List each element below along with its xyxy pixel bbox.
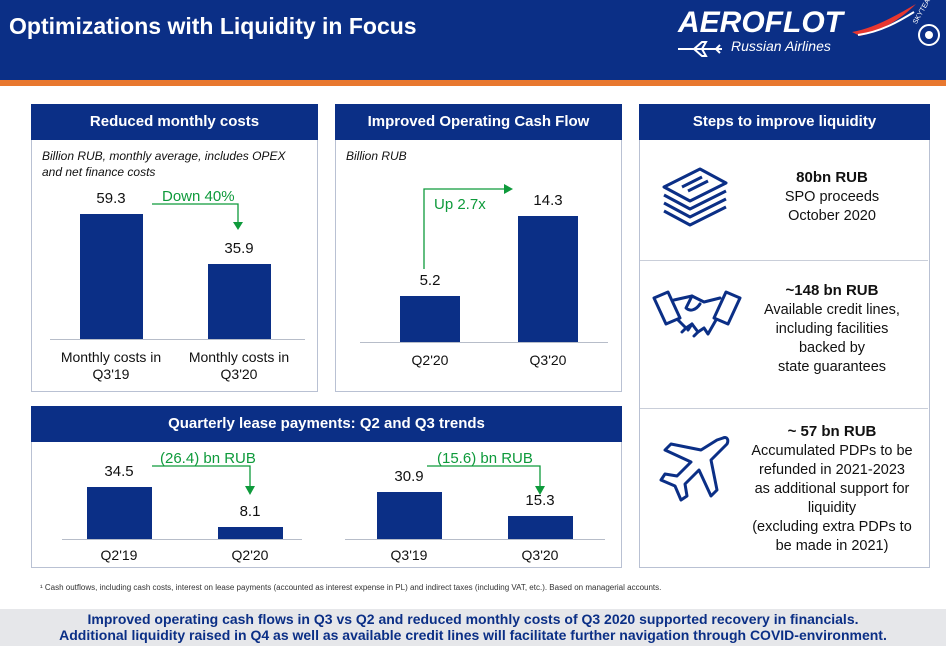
cashflow-value-q2-20: 5.2 [419,272,441,290]
step-item-pdps: ~ 57 bn RUB Accumulated PDPs to be refun… [725,422,939,556]
bottom-line-2: Additional liquidity raised in Q4 as wel… [59,627,887,643]
cashflow-note: Billion RUB [346,149,407,163]
page-title: Optimizations with Liquidity in Focus [9,13,417,39]
lease-annotation-arrow-left [152,465,255,495]
lease-bar-q3-20 [507,515,573,539]
step-pdp-headline: ~ 57 bn RUB [787,423,877,440]
handshake-icon [652,290,742,338]
lease-value-q2-19: 34.5 [104,462,134,480]
logo-plane-icon [678,41,722,57]
step-credit-headline: ~148 bn RUB [785,282,879,299]
airplane-icon [659,436,730,502]
logo-wordmark: AEROFLOT [678,6,843,39]
lease-bar-q2-20 [217,526,283,539]
costs-bar-q3-19 [79,214,143,339]
cashflow-annotation: Up 2.7x [434,196,486,213]
step-spo-headline: 80bn RUB [796,169,868,186]
costs-category-q3-19-line2: Q3'19 [92,366,130,382]
logo-subtitle: Russian Airlines [731,38,831,54]
step-credit-line4: state guarantees [777,359,887,375]
steps-separator-2 [640,408,928,409]
step-pdp-line6: be made in 2021) [775,538,889,554]
step-credit-line1: Available credit lines, [764,302,900,318]
skyteam-icon [918,24,940,46]
costs-annotation-arrow [152,203,243,230]
cashflow-bar-q3-20 [518,216,578,342]
costs-category-q3-20-line1: Monthly costs in [188,349,290,365]
costs-panel [31,104,318,392]
lease-annotation-right: (15.6) bn RUB [437,450,533,467]
costs-value-q3-19: 59.3 [96,190,126,208]
costs-category-q3-20: Monthly costs in Q3'20 [178,349,300,383]
lease-baseline-right [345,539,605,540]
money-stack-icon [662,167,728,227]
cashflow-bar-q2-20 [400,296,460,342]
cashflow-category-q3-20: Q3'20 [529,352,567,368]
header-accent-stripe [0,80,946,86]
lease-panel-title: Quarterly lease payments: Q2 and Q3 tren… [31,406,622,442]
costs-note: Billion RUB, monthly average, includes O… [42,149,286,179]
step-item-credit-lines: ~148 bn RUB Available credit lines, incl… [725,281,939,377]
step-pdp-line1: Accumulated PDPs to be [751,443,913,459]
costs-panel-title: Reduced monthly costs [31,104,318,140]
cashflow-baseline [360,342,608,343]
steps-panel-title: Steps to improve liquidity [639,104,930,140]
lease-category-q2-20: Q2'20 [231,547,269,563]
bottom-banner [0,609,946,646]
steps-separator-1 [640,260,928,261]
lease-category-q2-19: Q2'19 [100,547,138,563]
lease-category-q3-20: Q3'20 [521,547,559,563]
cashflow-annotation-arrow [423,184,513,269]
lease-annotation-left: (26.4) bn RUB [160,450,256,467]
cashflow-panel-title: Improved Operating Cash Flow [335,104,622,140]
costs-category-q3-19-line1: Monthly costs in [60,349,162,365]
step-pdp-line5: (excluding extra PDPs to [752,519,912,535]
bottom-line-1: Improved operating cash flows in Q3 vs Q… [87,611,859,627]
lease-value-q3-19: 30.9 [394,468,424,486]
lease-value-q3-20: 15.3 [525,491,555,509]
step-item-spo: 80bn RUB SPO proceeds October 2020 [725,168,939,226]
footnote: ¹ Cash outflows, including cash costs, i… [40,583,662,592]
step-pdp-line4: liquidity [807,500,857,516]
costs-annotation: Down 40% [162,188,235,205]
cashflow-category-q2-20: Q2'20 [411,352,449,368]
lease-bar-q3-19 [376,492,442,539]
lease-baseline-left [62,539,302,540]
costs-category-q3-19: Monthly costs in Q3'19 [50,349,172,383]
lease-annotation-arrow-right [427,465,545,495]
lease-value-q2-20: 8.1 [239,502,261,520]
header-bar [0,0,946,80]
step-credit-line3: backed by [798,340,866,356]
cashflow-value-q3-20: 14.3 [533,192,563,210]
step-pdp-line2: refunded in 2021-2023 [759,462,905,478]
step-credit-line2: including facilities [775,321,889,337]
step-pdp-line3: as additional support for [754,481,910,497]
costs-value-q3-20: 35.9 [224,239,254,257]
lease-category-q3-19: Q3'19 [390,547,428,563]
costs-category-q3-20-line2: Q3'20 [220,366,258,382]
step-spo-line1: SPO proceeds [784,189,880,205]
step-spo-line2: October 2020 [788,208,876,224]
costs-bar-q3-20 [207,263,271,339]
logo-wing-icon [852,4,916,36]
costs-baseline [50,339,305,340]
lease-bar-q2-19 [86,486,152,539]
